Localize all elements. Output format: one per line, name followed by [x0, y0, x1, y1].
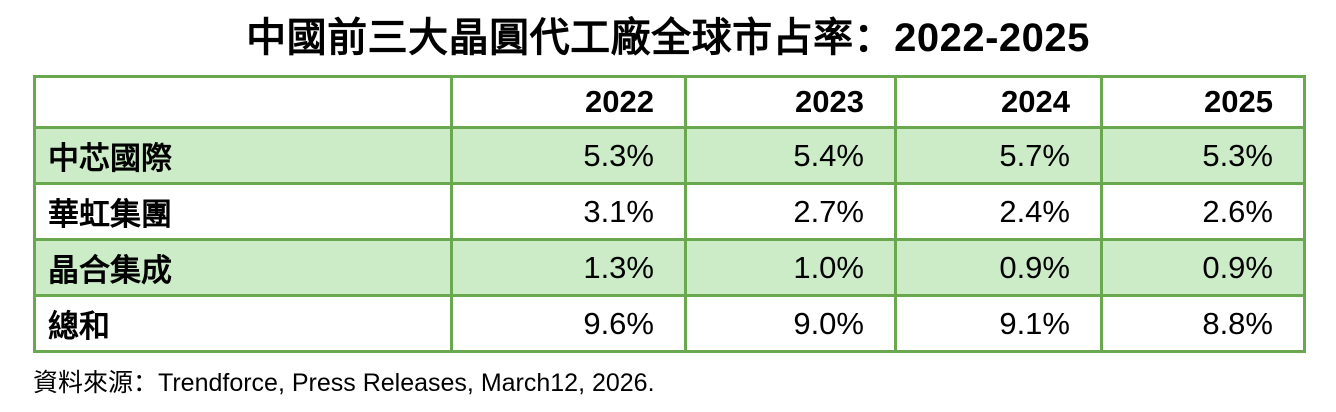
value-cell: 1.0% [684, 238, 897, 297]
table-row: 華虹集團 3.1% 2.7% 2.4% 2.6% [33, 182, 1306, 241]
header-cell-2023: 2023 [684, 75, 897, 129]
page-title: 中國前三大晶圓代工廠全球市占率：2022-2025 [246, 16, 1090, 60]
value-cell: 0.9% [1100, 238, 1306, 297]
value-cell: 9.6% [450, 294, 687, 353]
source-attribution: 資料來源：Trendforce, Press Releases, March12… [33, 369, 655, 397]
market-share-table: 2022 2023 2024 2025 中芯國際 5.3% 5.4% 5.7% … [33, 75, 1306, 353]
value-cell: 5.4% [684, 126, 897, 185]
table-row: 中芯國際 5.3% 5.4% 5.7% 5.3% [33, 126, 1306, 185]
header-cell-2024: 2024 [894, 75, 1103, 129]
value-cell: 0.9% [894, 238, 1103, 297]
row-label-smic: 中芯國際 [33, 126, 453, 185]
row-label-total: 總和 [33, 294, 453, 353]
header-cell-empty [33, 75, 453, 129]
value-cell: 9.1% [894, 294, 1103, 353]
row-label-nexchip: 晶合集成 [33, 238, 453, 297]
value-cell: 5.7% [894, 126, 1103, 185]
value-cell: 8.8% [1100, 294, 1306, 353]
header-cell-2025: 2025 [1100, 75, 1306, 129]
table-row: 晶合集成 1.3% 1.0% 0.9% 0.9% [33, 238, 1306, 297]
table-header-row: 2022 2023 2024 2025 [33, 75, 1306, 129]
value-cell: 5.3% [1100, 126, 1306, 185]
value-cell: 3.1% [450, 182, 687, 241]
table-row: 總和 9.6% 9.0% 9.1% 8.8% [33, 294, 1306, 353]
value-cell: 9.0% [684, 294, 897, 353]
value-cell: 1.3% [450, 238, 687, 297]
header-cell-2022: 2022 [450, 75, 687, 129]
value-cell: 2.7% [684, 182, 897, 241]
value-cell: 5.3% [450, 126, 687, 185]
row-label-huahong: 華虹集團 [33, 182, 453, 241]
value-cell: 2.4% [894, 182, 1103, 241]
value-cell: 2.6% [1100, 182, 1306, 241]
